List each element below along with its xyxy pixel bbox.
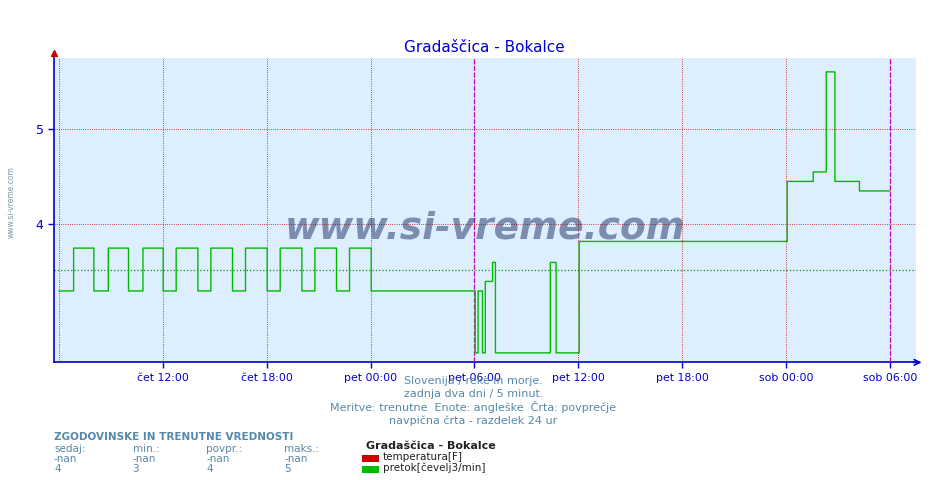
- Text: navpična črta - razdelek 24 ur: navpična črta - razdelek 24 ur: [389, 416, 558, 426]
- Text: 5: 5: [284, 464, 291, 474]
- Text: Meritve: trenutne  Enote: angleške  Črta: povprečje: Meritve: trenutne Enote: angleške Črta: …: [331, 401, 616, 413]
- Text: -nan: -nan: [206, 454, 230, 464]
- Text: ZGODOVINSKE IN TRENUTNE VREDNOSTI: ZGODOVINSKE IN TRENUTNE VREDNOSTI: [54, 432, 294, 442]
- Text: zadnja dva dni / 5 minut.: zadnja dva dni / 5 minut.: [403, 389, 544, 399]
- Text: www.si-vreme.com: www.si-vreme.com: [7, 166, 16, 238]
- Text: min.:: min.:: [133, 444, 159, 454]
- Text: Slovenija / reke in morje.: Slovenija / reke in morje.: [404, 376, 543, 386]
- Text: maks.:: maks.:: [284, 444, 319, 454]
- Text: 3: 3: [133, 464, 139, 474]
- Text: -nan: -nan: [54, 454, 78, 464]
- Text: sedaj:: sedaj:: [54, 444, 85, 454]
- Text: pretok[čevelj3/min]: pretok[čevelj3/min]: [383, 463, 485, 473]
- Text: www.si-vreme.com: www.si-vreme.com: [284, 210, 686, 246]
- Text: povpr.:: povpr.:: [206, 444, 242, 454]
- Text: 4: 4: [54, 464, 61, 474]
- Text: temperatura[F]: temperatura[F]: [383, 452, 462, 462]
- Text: -nan: -nan: [133, 454, 156, 464]
- Text: Gradaščica - Bokalce: Gradaščica - Bokalce: [366, 441, 496, 451]
- Text: -nan: -nan: [284, 454, 308, 464]
- Text: 4: 4: [206, 464, 213, 474]
- Title: Gradaščica - Bokalce: Gradaščica - Bokalce: [404, 40, 565, 55]
